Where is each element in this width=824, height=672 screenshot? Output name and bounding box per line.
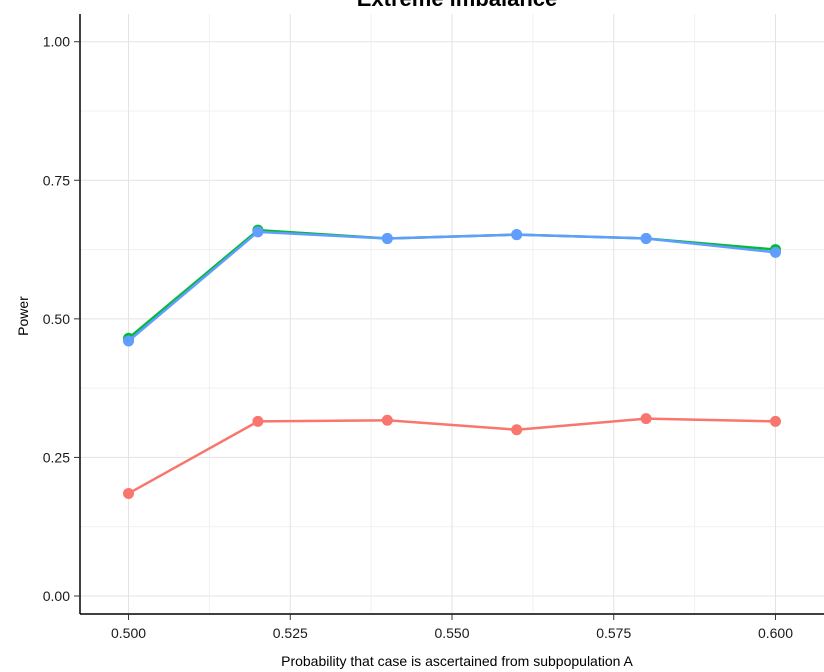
x-tick-label: 0.575 — [596, 625, 631, 641]
y-tick-label: 0.00 — [43, 588, 70, 604]
series-1 — [123, 413, 781, 499]
data-point — [381, 232, 393, 244]
data-point — [769, 415, 781, 427]
data-point — [640, 413, 652, 425]
data-point — [511, 424, 523, 436]
x-tick-label: 0.525 — [273, 625, 308, 641]
data-point — [123, 487, 135, 499]
x-tick-label: 0.550 — [434, 625, 469, 641]
y-tick-label: 0.50 — [43, 311, 70, 327]
y-ticks: 0.00 0.25 0.50 0.75 1.00 — [43, 34, 80, 604]
series-3 — [123, 226, 781, 347]
y-tick-label: 1.00 — [43, 34, 70, 50]
data-point — [381, 414, 393, 426]
y-axis-title: Power — [15, 296, 31, 336]
x-tick-label: 0.500 — [111, 625, 146, 641]
data-point — [252, 226, 264, 238]
data-point — [511, 229, 523, 241]
series-line — [127, 417, 776, 495]
data-point — [769, 246, 781, 258]
data-point — [640, 232, 652, 244]
y-tick-label: 0.25 — [43, 449, 70, 465]
series-line — [127, 230, 776, 342]
y-tick-label: 0.75 — [43, 172, 70, 188]
data-point — [252, 415, 264, 427]
x-ticks: 0.500 0.525 0.550 0.575 0.600 — [111, 614, 793, 641]
chart-title: Extreme imbalance — [357, 0, 558, 11]
x-tick-label: 0.600 — [758, 625, 793, 641]
x-axis-title: Probability that case is ascertained fro… — [281, 653, 633, 669]
series-group — [123, 224, 781, 499]
data-point — [123, 335, 135, 347]
grid — [80, 14, 824, 614]
